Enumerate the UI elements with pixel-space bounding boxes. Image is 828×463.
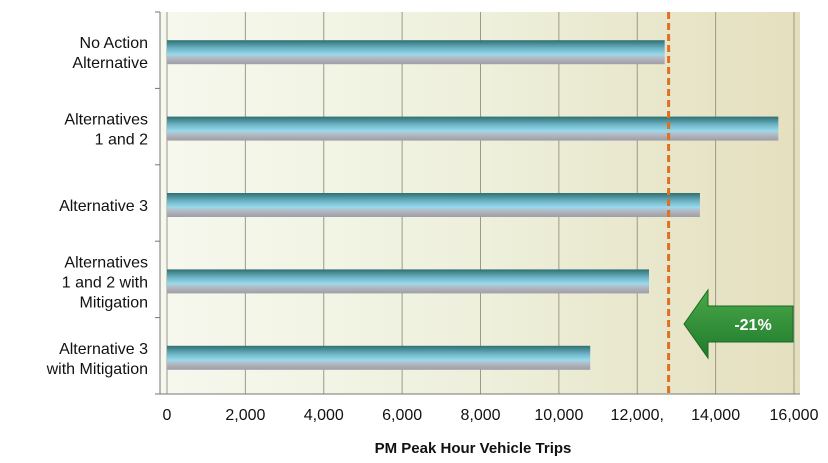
x-tick-label: 16,000 — [770, 407, 819, 424]
category-label-line: Alternative 3 — [59, 198, 148, 215]
x-tick-label: 12,000, — [611, 407, 664, 424]
x-axis-title: PM Peak Hour Vehicle Trips — [375, 440, 572, 457]
category-label: Alternative 3 with Mitigation — [46, 341, 148, 378]
x-tick-label: 8,000 — [460, 407, 500, 424]
category-label: Alternatives 1 and 2 with Mitigation — [62, 254, 148, 311]
category-label: No Action Alternative — [72, 35, 148, 72]
x-tick-label: 14,000 — [691, 407, 740, 424]
x-tick-labels: 0 2,000 4,000 6,000 8,000 10,000 12,000, 14,000… — [163, 407, 819, 424]
x-tick-label: 0 — [163, 407, 172, 424]
bar — [167, 116, 779, 141]
x-tick-label: 10,000 — [534, 407, 583, 424]
category-label-line: Alternatives — [64, 254, 148, 271]
category-label-line: No Action — [80, 35, 148, 52]
callout-arrow — [683, 288, 794, 360]
category-label: Alternative 3 — [59, 198, 148, 215]
bar — [167, 40, 665, 65]
category-label-line: Alternatives — [64, 112, 148, 129]
category-label: Alternatives 1 and 2 — [64, 112, 148, 149]
category-label-line: 1 and 2 — [95, 132, 148, 149]
category-label-line: Alternative 3 — [59, 341, 148, 358]
callout-label: -21% — [734, 317, 771, 334]
bar — [167, 345, 591, 370]
bar — [167, 269, 650, 294]
category-label-line: 1 and 2 with — [62, 274, 148, 291]
bar — [167, 193, 700, 217]
category-label-line: with Mitigation — [46, 361, 148, 378]
bars — [167, 40, 779, 370]
category-label-line: Alternative — [72, 55, 148, 72]
x-tick-label: 2,000 — [225, 407, 265, 424]
percent-callout: -21% — [683, 288, 794, 360]
x-tick-label: 6,000 — [382, 407, 422, 424]
category-label-line: Mitigation — [80, 294, 148, 311]
x-tick-label: 4,000 — [304, 407, 344, 424]
